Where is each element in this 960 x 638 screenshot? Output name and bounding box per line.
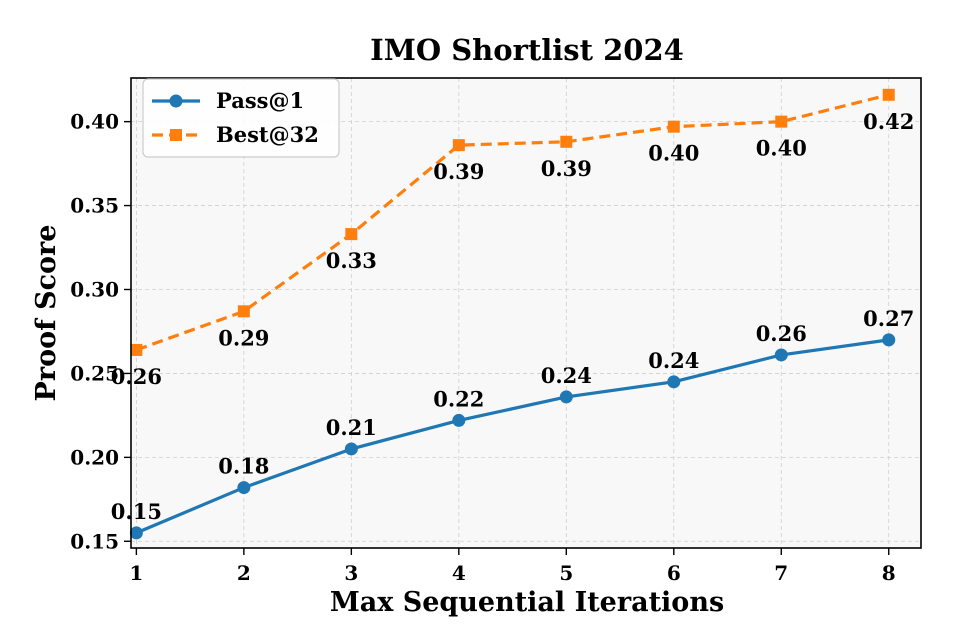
- data-label-best-32: 0.39: [433, 159, 484, 184]
- y-axis: 0.15 0.20 0.25 0.30 0.35 0.40: [70, 110, 131, 553]
- series-line-pass-1: [135, 338, 889, 535]
- data-label-pass-1: 0.21: [326, 415, 377, 440]
- data-point-pass-1: [774, 348, 788, 362]
- series-line-best-32: [135, 93, 890, 352]
- data-label-pass-1: 0.24: [541, 363, 592, 388]
- data-point-pass-1: [667, 375, 681, 389]
- data-label-pass-1: 0.15: [111, 499, 162, 524]
- legend-marker-best-32: [170, 129, 182, 141]
- x-tick-label: 2: [237, 561, 251, 585]
- x-tick-label: 6: [667, 561, 681, 585]
- x-tick-label: 3: [344, 561, 358, 585]
- data-point-pass-1: [882, 333, 896, 347]
- y-tick-label: 0.15: [70, 529, 119, 553]
- data-label-best-32: 0.40: [756, 136, 807, 161]
- x-tick-label: 4: [452, 561, 466, 585]
- x-tick-label: 7: [774, 561, 788, 585]
- data-label-best-32: 0.40: [648, 141, 699, 166]
- data-label-best-32: 0.26: [111, 364, 162, 389]
- data-label-best-32: 0.29: [218, 325, 269, 350]
- data-point-best-32: [560, 135, 573, 148]
- data-labels: 0.15 0.18 0.21 0.22 0.24 0.24 0.26 0.27 0.26 0.29…: [111, 109, 915, 524]
- legend-box: [142, 78, 340, 158]
- x-axis-label: Max Sequential Iterations: [330, 587, 724, 618]
- legend-marker-pass-1: [169, 94, 183, 108]
- data-label-best-32: 0.39: [541, 156, 592, 181]
- y-tick-label: 0.25: [70, 361, 119, 385]
- data-point-best-32: [237, 305, 250, 318]
- data-point-best-32: [775, 115, 788, 128]
- plot-frame: [130, 77, 922, 549]
- data-label-pass-1: 0.18: [218, 454, 269, 479]
- y-axis-label: Proof Score: [31, 225, 62, 402]
- series-layer: [129, 88, 896, 540]
- data-point-best-32: [452, 139, 465, 152]
- x-tick-label: 1: [129, 561, 143, 585]
- data-point-best-32: [345, 228, 358, 241]
- data-label-pass-1: 0.26: [756, 321, 807, 346]
- x-tick-label: 5: [559, 561, 573, 585]
- y-tick-label: 0.40: [70, 110, 119, 134]
- data-point-pass-1: [129, 526, 143, 540]
- data-point-best-32: [667, 120, 680, 133]
- legend-label-pass-1: Pass@1: [216, 88, 304, 113]
- x-tick-label: 8: [882, 561, 896, 585]
- grid-lines: [131, 78, 921, 548]
- data-point-pass-1: [452, 413, 466, 427]
- data-point-pass-1: [559, 390, 573, 404]
- data-point-pass-1: [237, 481, 251, 495]
- data-label-best-32: 0.33: [326, 248, 377, 273]
- legend-label-best-32: Best@32: [216, 122, 319, 147]
- chart-title: IMO Shortlist 2024: [370, 33, 684, 67]
- data-label-pass-1: 0.27: [863, 306, 914, 331]
- data-point-best-32: [130, 343, 143, 356]
- data-label-pass-1: 0.24: [648, 348, 699, 373]
- legend: Pass@1 Best@32: [142, 78, 340, 158]
- data-point-best-32: [882, 88, 895, 101]
- y-tick-label: 0.30: [70, 278, 119, 302]
- y-tick-label: 0.20: [70, 445, 119, 469]
- data-label-pass-1: 0.22: [433, 386, 484, 411]
- data-label-best-32: 0.42: [863, 109, 914, 134]
- x-axis: 1 2 3 4 5 6 7 8: [129, 548, 896, 585]
- y-tick-label: 0.35: [70, 194, 119, 218]
- data-point-pass-1: [344, 442, 358, 456]
